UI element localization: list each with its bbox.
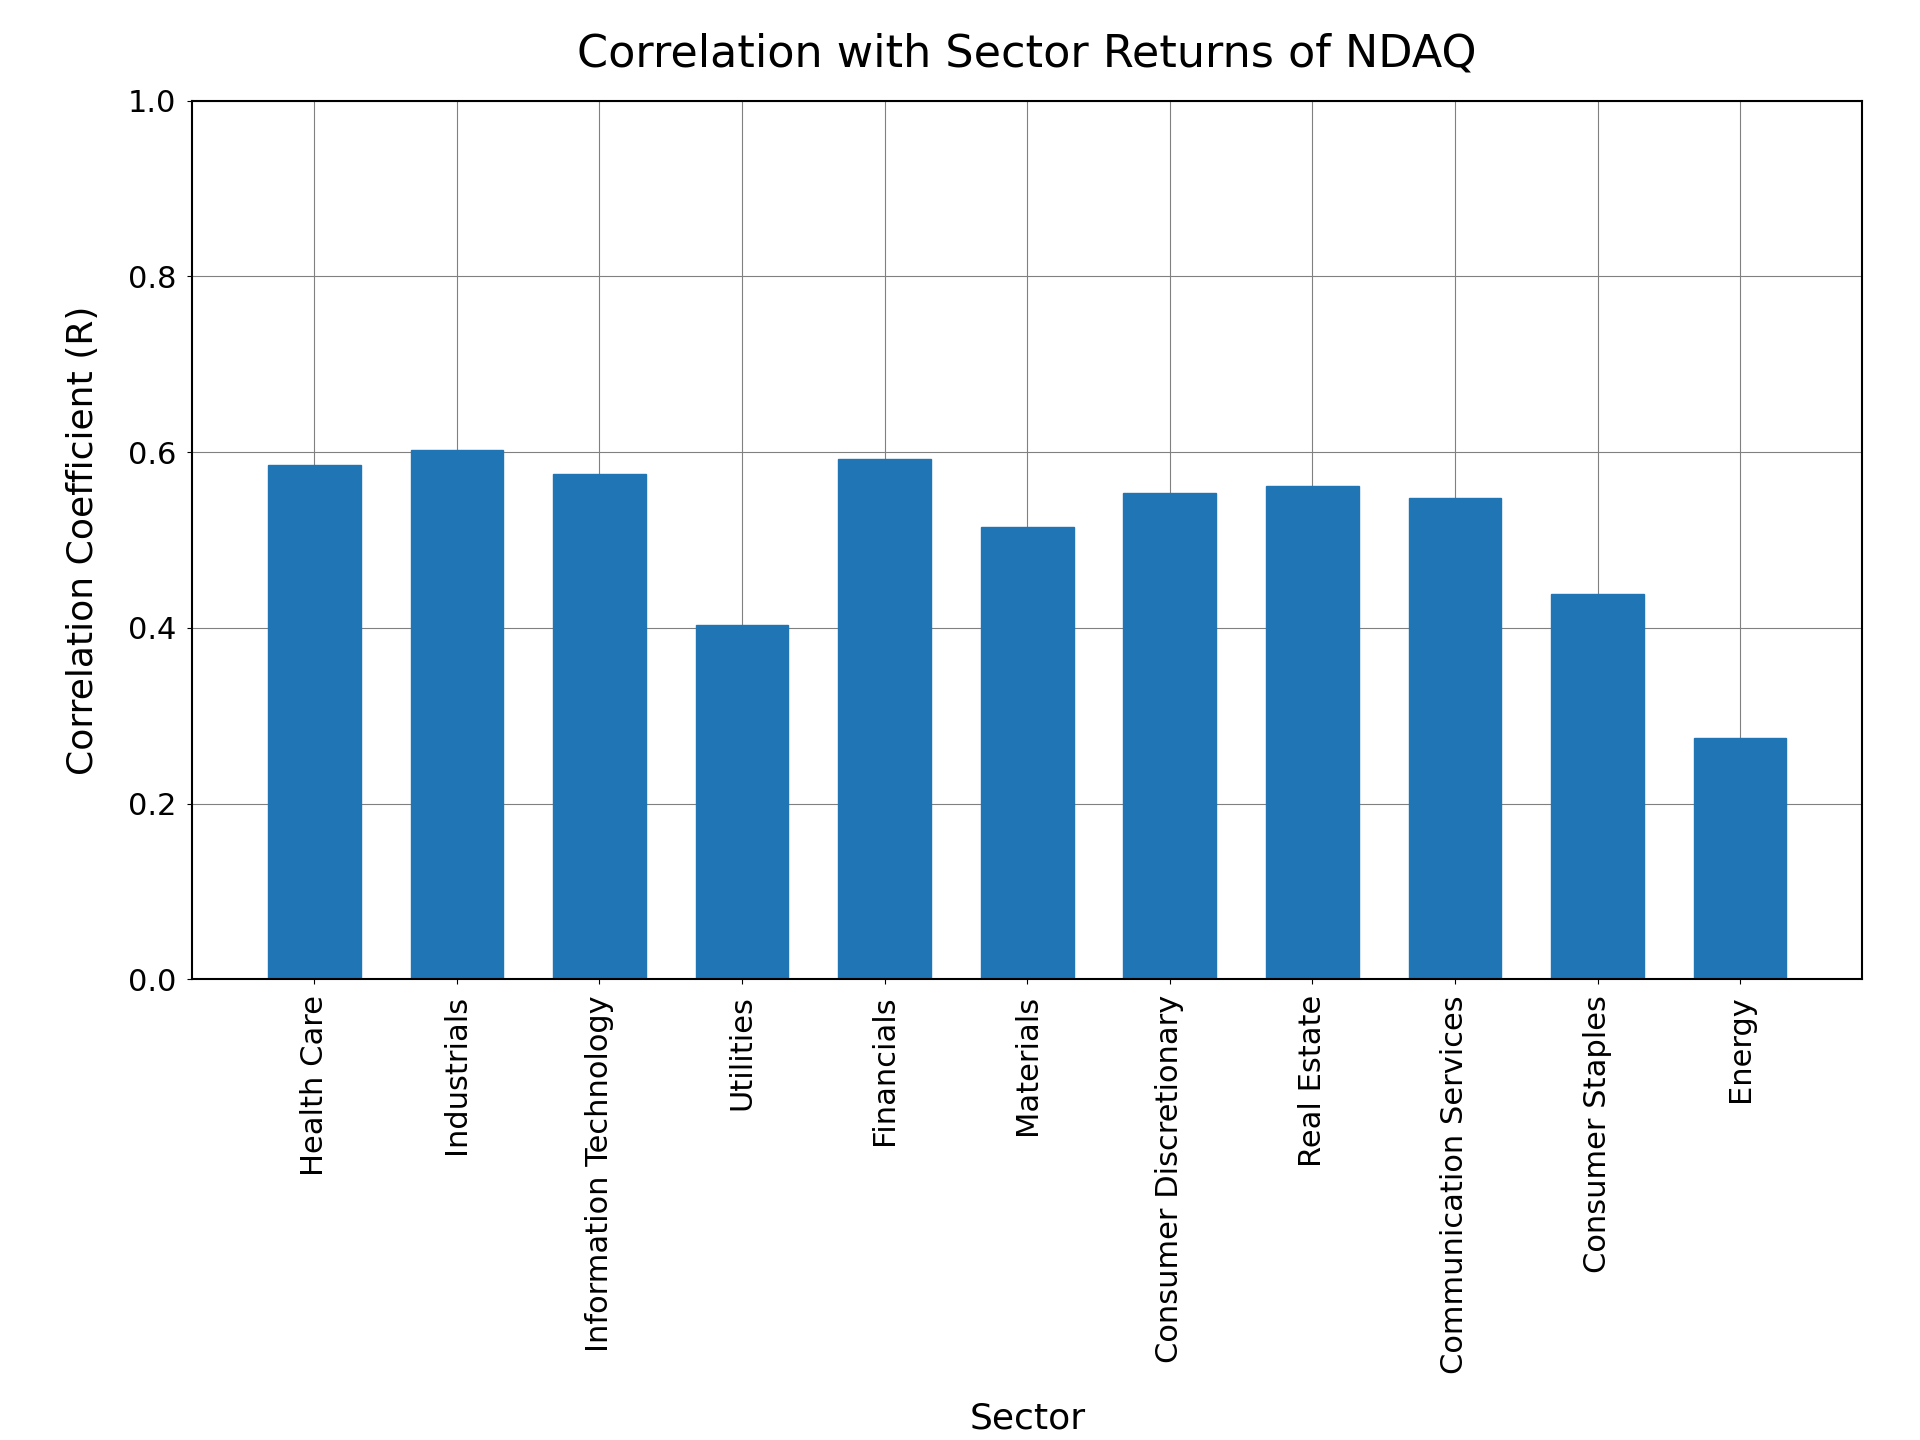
Bar [1123,494,1215,979]
Bar [1409,498,1501,979]
Y-axis label: Correlation Coefficient (R): Correlation Coefficient (R) [65,305,100,775]
Bar [553,474,645,979]
Title: Correlation with Sector Returns of NDAQ: Correlation with Sector Returns of NDAQ [578,32,1476,75]
Bar [839,459,931,979]
Bar [1693,737,1786,979]
Bar [1265,485,1359,979]
Bar [269,465,361,979]
Bar [1551,595,1644,979]
Bar [411,449,503,979]
Bar [981,527,1073,979]
Bar [695,625,789,979]
X-axis label: Sector: Sector [970,1401,1085,1436]
